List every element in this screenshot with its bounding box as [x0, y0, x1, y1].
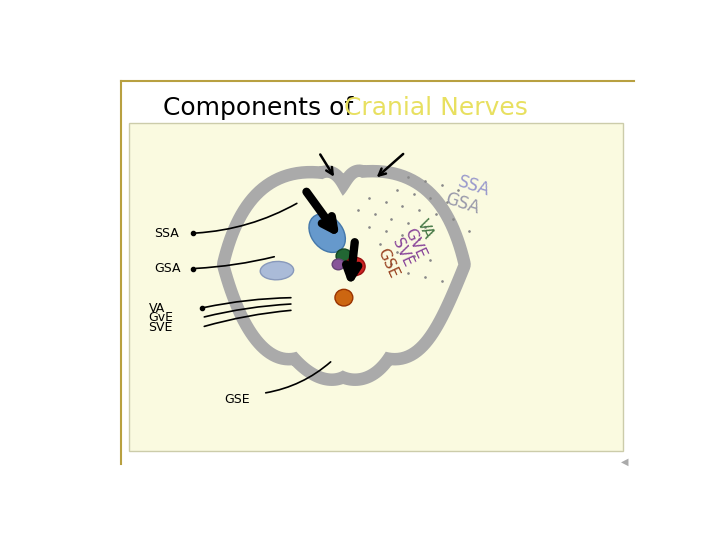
Text: SVE: SVE — [389, 235, 415, 269]
FancyBboxPatch shape — [129, 123, 623, 451]
Text: ◀: ◀ — [621, 457, 629, 467]
Ellipse shape — [332, 259, 344, 270]
Ellipse shape — [335, 289, 353, 306]
Ellipse shape — [260, 261, 294, 280]
Text: Cranial Nerves: Cranial Nerves — [344, 97, 528, 120]
Text: VA: VA — [415, 217, 436, 241]
Ellipse shape — [345, 258, 365, 275]
Polygon shape — [230, 177, 459, 374]
Text: GSE: GSE — [374, 246, 401, 280]
Text: GVE: GVE — [401, 226, 428, 261]
Text: GvE: GvE — [148, 311, 174, 324]
Text: VA: VA — [148, 301, 165, 314]
Text: GSA: GSA — [444, 190, 482, 217]
Text: SSA: SSA — [456, 173, 492, 200]
Text: GSE: GSE — [224, 393, 250, 406]
Text: Components of: Components of — [163, 97, 361, 120]
Text: SVE: SVE — [148, 321, 173, 334]
Text: GSA: GSA — [154, 262, 181, 275]
Polygon shape — [230, 177, 459, 374]
Text: SSA: SSA — [154, 227, 179, 240]
Ellipse shape — [336, 249, 351, 263]
Ellipse shape — [309, 214, 346, 252]
